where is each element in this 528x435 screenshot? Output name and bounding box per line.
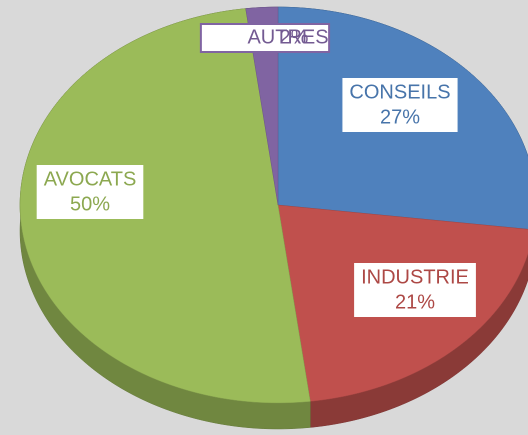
value-label: 21% [395, 291, 435, 313]
category-label: AUTRES [247, 26, 328, 48]
category-label: CONSEILS [349, 81, 450, 103]
data-label: AVOCATS 50% [34, 163, 146, 221]
slice [19, 8, 311, 404]
slice [245, 6, 279, 206]
value-label: 50% [70, 193, 110, 215]
value-label: 27% [380, 106, 420, 128]
category-label: AVOCATS [44, 168, 137, 190]
value-label: 2% [280, 26, 309, 48]
data-label: INDUSTRIE 21% [352, 261, 478, 319]
label-box [199, 23, 331, 53]
category-label: INDUSTRIE [361, 266, 469, 288]
label-box [352, 261, 478, 319]
label-box [34, 163, 146, 221]
data-labels: CONSEILS 27% INDUSTRIE 21% AVOCATS 50% AUTRES2… [34, 23, 478, 319]
label-box [340, 76, 460, 134]
data-label: CONSEILS 27% [340, 76, 460, 134]
